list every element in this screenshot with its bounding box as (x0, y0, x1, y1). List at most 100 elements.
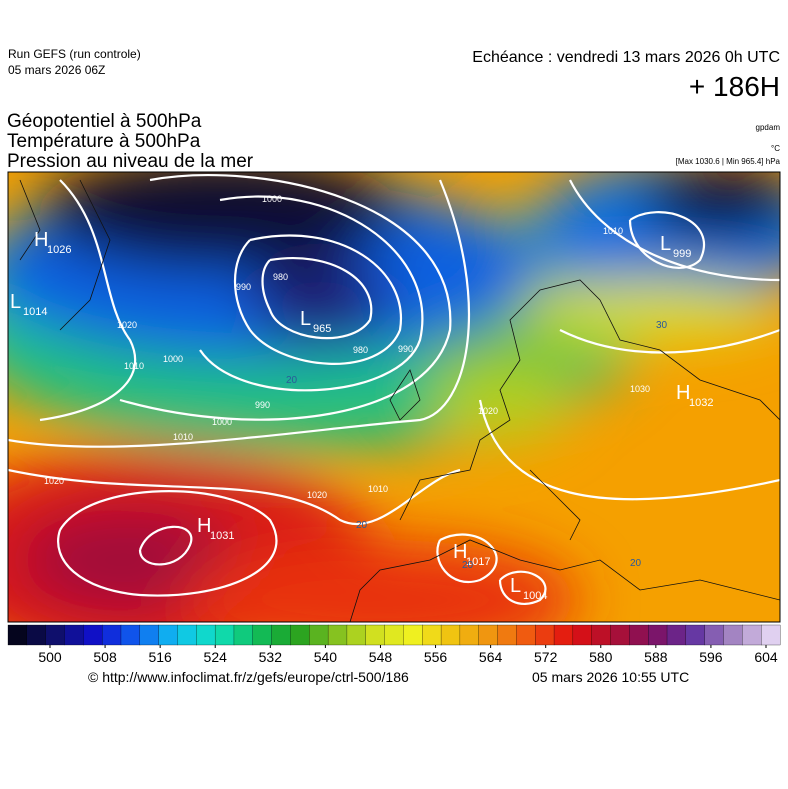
unit: gpdam (756, 123, 781, 132)
center-kind: H (676, 382, 690, 404)
isobar-label: 990 (398, 344, 413, 354)
isobar-label: 1010 (603, 226, 623, 236)
colorbar-label: 580 (589, 649, 613, 665)
isobar-label: 1010 (124, 361, 144, 371)
colorbar-cell (685, 624, 706, 646)
colorbar-cell (478, 624, 499, 646)
colorbar-label: 548 (369, 649, 393, 665)
isobar-label: 990 (236, 282, 251, 292)
isobar-label: 1030 (630, 384, 650, 394)
colorbar-cell (45, 624, 65, 646)
colorbar-cell (666, 624, 687, 646)
center-kind: L (10, 291, 21, 313)
colorbar-cell (233, 624, 254, 646)
isobar-label: 1020 (307, 490, 327, 500)
colorbar-label: 604 (754, 649, 778, 665)
colorbar-cell (309, 624, 329, 646)
colorbar-label: 508 (93, 649, 117, 665)
colorbar-cell (214, 624, 235, 646)
colorbar-cell (591, 624, 611, 646)
colorbar-cell (64, 624, 84, 646)
center-value: 1017 (466, 556, 490, 568)
temperature-label: 20 (286, 375, 298, 386)
temperature-label: 20 (356, 520, 368, 531)
colorbar-label: 588 (644, 649, 668, 665)
colorbar-label: 516 (148, 649, 172, 665)
isobar-label: 1010 (368, 484, 388, 494)
colorbar-label: 556 (424, 649, 448, 665)
colorbar-cell (83, 624, 103, 646)
field-title: Géopotentiel à 500hPa (7, 111, 202, 132)
isobar-label: 1010 (173, 432, 193, 442)
colorbar-cell (365, 624, 386, 646)
center-value: 999 (673, 248, 691, 260)
pressure-range: [Max 1030.6 | Min 965.4] hPa (676, 157, 781, 166)
isobar-label: 1020 (478, 406, 498, 416)
colorbar-cell (196, 624, 216, 646)
colorbar-cell (572, 624, 593, 646)
colorbar-cell (26, 624, 47, 646)
colorbar-cell (422, 624, 442, 646)
field-title: Pression au niveau de la mer (7, 151, 254, 172)
isobars (8, 174, 780, 605)
isobar-label: 1020 (117, 320, 137, 330)
center-kind: L (660, 233, 671, 255)
unit: °C (771, 144, 780, 153)
center-value: 1031 (210, 530, 234, 542)
center-kind: H (197, 515, 211, 537)
colorbar-cell (535, 624, 555, 646)
temperature-field (8, 172, 780, 622)
colorbar-cell (440, 624, 461, 646)
colorbar-cell (271, 624, 291, 646)
coastlines (19, 179, 780, 622)
colorbar-label: 524 (204, 649, 228, 665)
colorbar-cell (704, 624, 724, 646)
temperature-label: 20 (630, 558, 642, 569)
colorbar-label: 540 (314, 649, 338, 665)
isobar-label: 1020 (44, 476, 64, 486)
center-kind: L (510, 575, 521, 597)
isobar-label: 1000 (212, 417, 232, 427)
colorbar-cell (252, 624, 273, 646)
field-title: Température à 500hPa (7, 131, 201, 152)
colorbar-label: 564 (479, 649, 503, 665)
center-value: 1014 (23, 306, 47, 318)
run-date: 05 mars 2026 06Z (8, 63, 105, 77)
center-value: 1004 (523, 590, 547, 602)
colorbar-cell (120, 624, 141, 646)
colorbar-cell (158, 624, 178, 646)
center-kind: H (453, 541, 467, 563)
colorbar-cell (610, 624, 630, 646)
colorbar-cell (7, 624, 28, 646)
colorbar-cell (742, 624, 762, 646)
isobar-label: 1000 (163, 354, 183, 364)
colorbar-label: 596 (699, 649, 723, 665)
center-value: 1026 (47, 244, 71, 256)
map-frame (7, 171, 781, 623)
center-value: 965 (313, 323, 331, 335)
colorbar-cell (648, 624, 668, 646)
source-url: © http://www.infoclimat.fr/z/gefs/europe… (88, 669, 409, 685)
colorbar-cell (761, 624, 781, 646)
colorbar-cell (101, 624, 122, 646)
colorbar-label: 572 (534, 649, 558, 665)
valid-time: Echéance : vendredi 13 mars 2026 0h UTC (472, 49, 780, 66)
colorbar-cell (177, 624, 197, 646)
generated-time: 05 mars 2026 10:55 UTC (532, 669, 689, 685)
lead-time: + 186H (689, 71, 780, 102)
colorbar-cell (629, 624, 649, 646)
isobar-label: 1000 (262, 194, 282, 204)
colorbar-cell (497, 624, 517, 646)
colorbar-cell (516, 624, 536, 646)
center-value: 1032 (689, 397, 713, 409)
colorbar-label: 500 (38, 649, 62, 665)
colorbar-cell (459, 624, 480, 646)
colorbar-label: 532 (259, 649, 283, 665)
run-name: Run GEFS (run controle) (8, 47, 141, 61)
isobar-label: 980 (353, 345, 368, 355)
colorbar-cell (553, 624, 574, 646)
colorbar-cell (346, 624, 367, 646)
